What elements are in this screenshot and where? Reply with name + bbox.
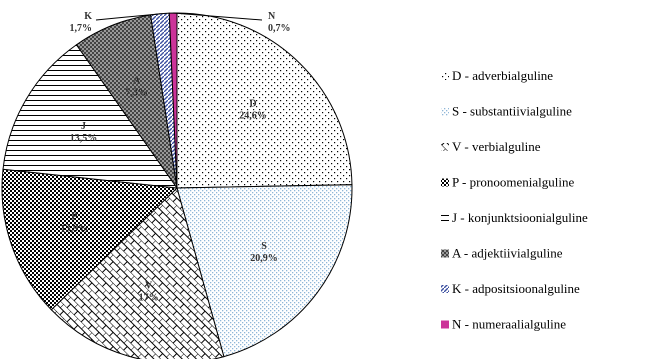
slice-label-value-V: 17%: [139, 293, 159, 304]
legend-swatch-P: [441, 178, 449, 187]
legend-label-D: D - adverbialguline: [452, 68, 553, 83]
legend-label-S: S - substantiivialguline: [452, 104, 572, 119]
slice-label-value-J: 13,5%: [70, 133, 98, 144]
legend-swatch-A: [441, 249, 449, 258]
legend-label-K: K - adpositsioonalguline: [452, 281, 580, 296]
slice-label-value-K: 1,7%: [70, 23, 93, 34]
slice-label-code-P: P: [71, 211, 77, 222]
legend-swatch-K: [441, 285, 449, 293]
slice-labels: D24,6% S20,9% V17% P13,9% J13,5% A7,3% K1,7% N0…: [61, 11, 291, 304]
legend: D - adverbialguline S - substantiivialgul…: [441, 68, 588, 332]
legend-swatch-S: [441, 107, 449, 116]
slice-J: [2, 44, 179, 189]
legend-swatch-N: [441, 320, 449, 329]
slice-V: [50, 187, 225, 359]
slice-label-code-J: J: [81, 121, 86, 132]
legend-swatch-D: [441, 72, 449, 80]
slice-label-code-N: N: [268, 11, 276, 22]
slice-label-code-S: S: [261, 241, 267, 252]
slice-label-code-A: A: [133, 75, 141, 86]
slice-label-code-K: K: [84, 11, 92, 22]
slice-label-code-V: V: [145, 281, 153, 292]
legend-swatch-V: [441, 143, 449, 151]
slice-label-value-A: 7,3%: [125, 87, 148, 98]
legend-swatch-J: [441, 214, 449, 222]
slice-S: [176, 184, 353, 358]
slice-D: [176, 12, 353, 189]
slice-label-value-P: 13,9%: [61, 223, 89, 234]
legend-label-N: N - numeraalialguline: [452, 317, 566, 332]
slice-label-value-N: 0,7%: [268, 23, 291, 34]
legend-label-A: A - adjektiivialguline: [452, 246, 563, 261]
slice-label-value-S: 20,9%: [250, 253, 278, 264]
leader-line-N: [173, 12, 263, 21]
legend-label-J: J - konjunktsioonialguline: [452, 210, 588, 225]
slice-label-value-D: 24,6%: [239, 111, 267, 122]
slice-P: [1, 168, 179, 311]
legend-label-P: P - pronoomenialguline: [452, 175, 575, 190]
leader-line-K: [95, 13, 160, 21]
legend-label-V: V - verbialguline: [452, 139, 541, 154]
pie-slices: [1, 12, 353, 359]
slice-label-code-D: D: [249, 99, 256, 110]
